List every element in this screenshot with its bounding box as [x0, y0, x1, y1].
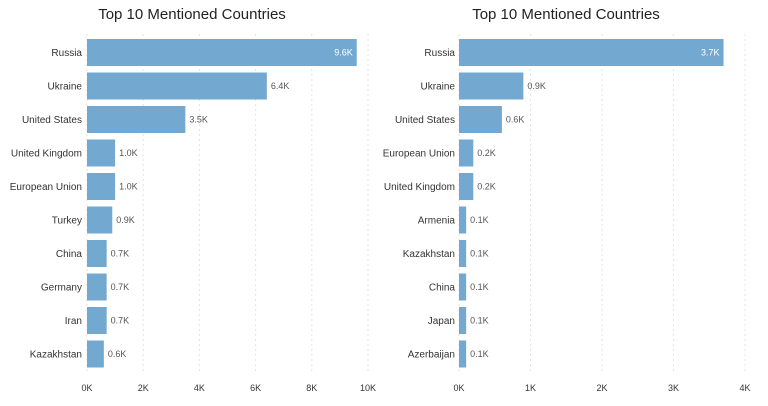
data-label: 0.6K: [108, 349, 127, 359]
bar: [459, 273, 467, 301]
category-label: China: [429, 283, 456, 294]
category-label: China: [56, 249, 83, 260]
bar: [87, 206, 113, 234]
data-label: 0.1K: [470, 282, 489, 292]
category-label: Kazakhstan: [30, 350, 82, 361]
category-label: Iran: [65, 316, 82, 327]
x-tick-label: 6K: [250, 383, 261, 393]
category-label: European Union: [383, 149, 455, 160]
category-label: United Kingdom: [384, 182, 455, 193]
category-label: United States: [22, 115, 82, 126]
data-label: 0.7K: [111, 249, 130, 259]
category-label: Ukraine: [421, 82, 456, 93]
category-label: Russia: [424, 48, 455, 59]
data-label: 0.7K: [111, 316, 130, 326]
x-tick-label: 0K: [81, 383, 92, 393]
x-tick-label: 8K: [306, 383, 317, 393]
bar: [87, 340, 104, 368]
bar: [87, 139, 116, 167]
data-label: 0.6K: [506, 115, 525, 125]
data-label: 0.7K: [111, 282, 130, 292]
bar: [459, 240, 467, 267]
bar: [87, 39, 357, 66]
data-label: 0.9K: [116, 215, 135, 225]
bar: [87, 273, 107, 301]
bar: [459, 307, 467, 334]
bar: [459, 206, 467, 234]
bar: [87, 307, 107, 334]
category-label: Germany: [41, 283, 82, 294]
x-tick-label: 2K: [596, 383, 607, 393]
x-tick-label: 2K: [138, 383, 149, 393]
bar: [459, 72, 524, 100]
x-tick-label: 4K: [194, 383, 205, 393]
data-label: 0.1K: [470, 349, 489, 359]
bar: [459, 139, 474, 167]
data-label: 0.1K: [470, 215, 489, 225]
category-label: European Union: [10, 182, 82, 193]
bar: [459, 106, 502, 133]
bar: [459, 39, 724, 66]
data-label: 0.9K: [527, 81, 546, 91]
bar: [87, 72, 267, 100]
data-label: 3.5K: [189, 115, 208, 125]
bar: [87, 173, 116, 200]
x-tick-label: 0K: [453, 383, 464, 393]
bar: [459, 173, 474, 200]
data-label: 1.0K: [119, 182, 138, 192]
x-tick-label: 1K: [525, 383, 536, 393]
chart-title: Top 10 Mentioned Countries: [98, 6, 286, 23]
category-label: Armenia: [418, 216, 456, 227]
category-label: Azerbaijan: [408, 350, 455, 361]
data-label: 0.1K: [470, 249, 489, 259]
category-label: United States: [395, 115, 455, 126]
x-tick-label: 3K: [668, 383, 679, 393]
data-label: 3.7K: [701, 48, 720, 58]
bar: [459, 340, 467, 368]
x-tick-label: 4K: [739, 383, 750, 393]
data-label: 9.6K: [334, 48, 353, 58]
category-label: Ukraine: [48, 82, 83, 93]
bar: [87, 240, 107, 267]
category-label: Turkey: [52, 216, 82, 227]
data-label: 6.4K: [271, 81, 290, 91]
category-label: Kazakhstan: [403, 249, 455, 260]
data-label: 0.2K: [477, 148, 496, 158]
data-label: 0.2K: [477, 182, 496, 192]
data-label: 0.1K: [470, 316, 489, 326]
chart-title: Top 10 Mentioned Countries: [472, 6, 660, 23]
bar: [87, 106, 186, 133]
category-label: Japan: [428, 316, 455, 327]
category-label: United Kingdom: [11, 149, 82, 160]
data-label: 1.0K: [119, 148, 138, 158]
category-label: Russia: [51, 48, 82, 59]
x-tick-label: 10K: [360, 383, 376, 393]
